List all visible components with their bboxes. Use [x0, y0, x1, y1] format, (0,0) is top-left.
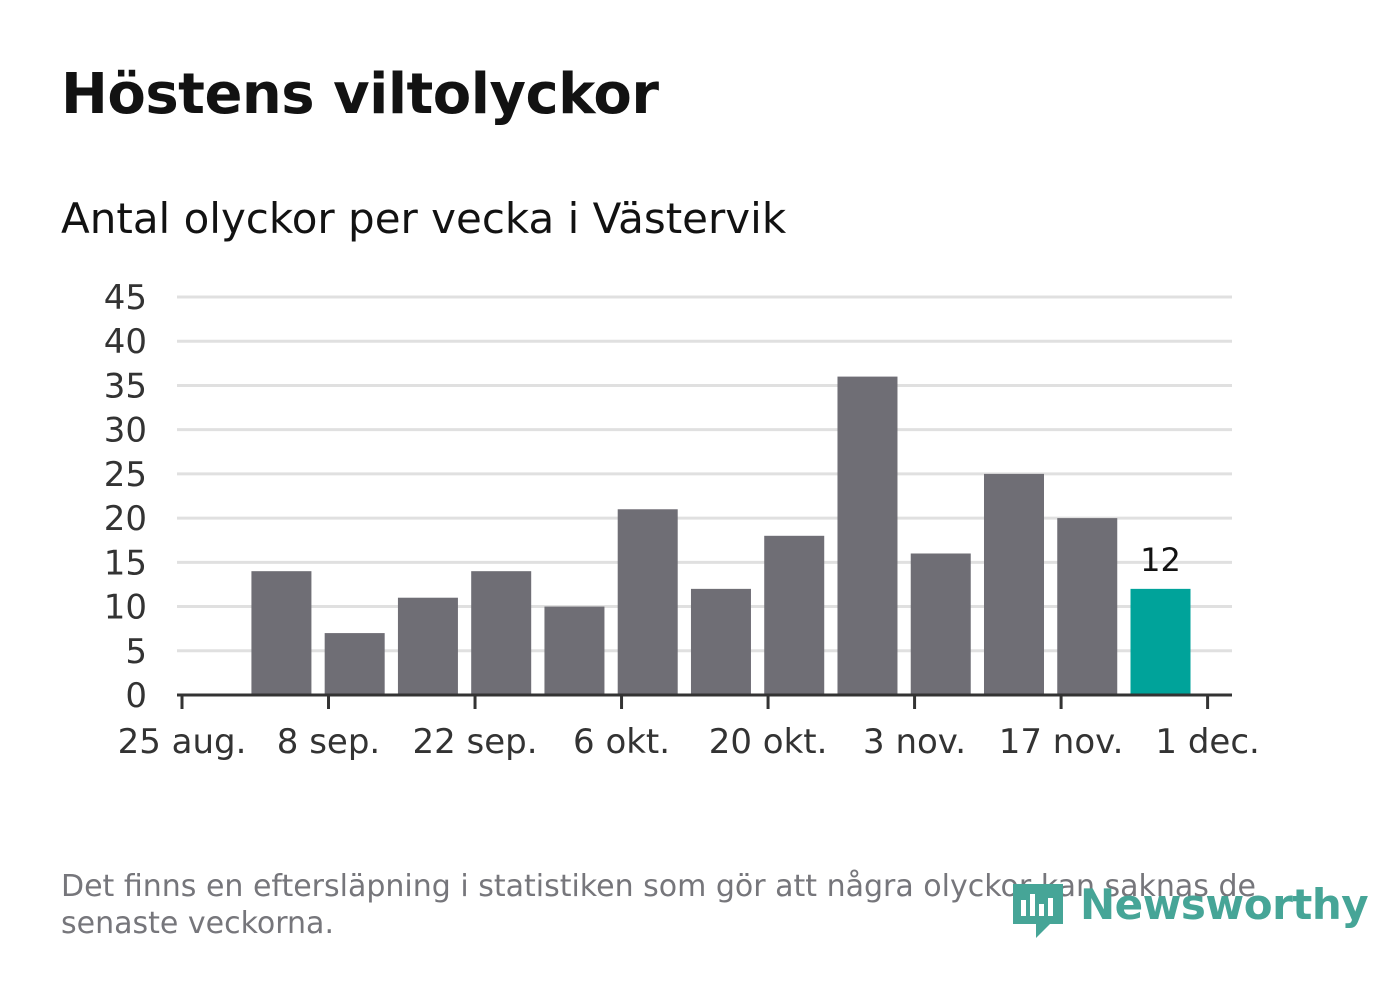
y-tick-label: 10 [104, 588, 147, 628]
x-tick-label: 6 okt. [573, 722, 670, 762]
x-tick-label: 22 sep. [412, 722, 537, 762]
grid-lines [177, 295, 1232, 653]
bar [910, 553, 971, 695]
x-tick-label: 17 nov. [999, 722, 1124, 762]
y-tick-label: 5 [125, 632, 147, 672]
bar [471, 571, 532, 695]
bar [690, 588, 751, 695]
x-axis: 25 aug. 8 sep. 22 sep. 6 okt. 20 okt. 3 nov. 1… [118, 693, 1260, 762]
data-labels: 12 [1140, 541, 1181, 579]
chart-subtitle: Antal olyckor per vecka i Västervik [61, 194, 787, 243]
newsworthy-logo-icon [1013, 884, 1063, 938]
bar [764, 535, 825, 695]
x-tick-label: 8 sep. [277, 722, 380, 762]
bar [544, 606, 605, 695]
bar [837, 376, 898, 695]
x-tick-label: 20 okt. [709, 722, 828, 762]
bar [1130, 588, 1191, 695]
x-tick-label: 3 nov. [863, 722, 966, 762]
newsworthy-logo: Newsworthy [1010, 878, 1369, 944]
bar [324, 633, 385, 695]
bars [251, 376, 1191, 695]
bar [397, 597, 458, 695]
y-tick-label: 45 [104, 278, 147, 318]
y-tick-label: 35 [104, 366, 147, 406]
y-tick-label: 20 [104, 499, 147, 539]
chart-title: Höstens viltolyckor [61, 62, 659, 127]
bar [251, 571, 312, 695]
x-tick-label: 25 aug. [118, 722, 247, 762]
data-label: 12 [1140, 541, 1181, 579]
newsworthy-logo-text: Newsworthy [1080, 880, 1369, 929]
bar [983, 473, 1044, 695]
y-tick-label: 25 [104, 455, 147, 495]
y-tick-label: 0 [125, 676, 147, 716]
y-tick-label: 15 [104, 543, 147, 583]
bar [617, 509, 678, 695]
x-tick-label: 1 dec. [1155, 722, 1259, 762]
y-tick-label: 30 [104, 411, 147, 451]
bar [1057, 518, 1118, 695]
y-tick-label: 40 [104, 322, 147, 362]
